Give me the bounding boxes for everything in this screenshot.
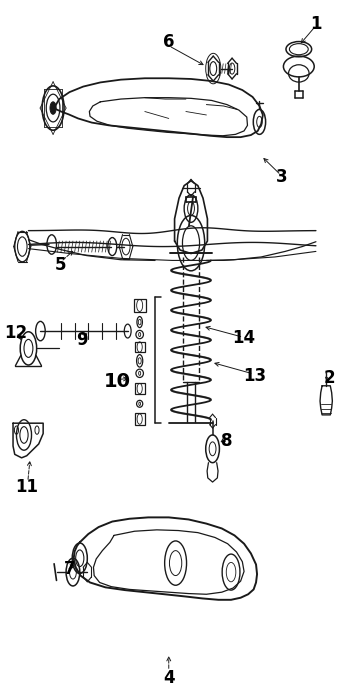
Text: 12: 12 [4, 324, 27, 342]
Text: 3: 3 [276, 169, 288, 186]
Text: 13: 13 [243, 367, 266, 385]
Text: 1: 1 [310, 15, 322, 33]
Text: 5: 5 [55, 256, 67, 274]
Text: 7: 7 [64, 559, 75, 577]
Bar [134, 299, 146, 312]
Bar [135, 414, 145, 425]
Bar [135, 342, 145, 352]
Text: 4: 4 [163, 669, 174, 687]
Text: 14: 14 [233, 329, 256, 347]
Text: 11: 11 [15, 478, 38, 496]
Circle shape [50, 102, 56, 115]
Bar [135, 383, 145, 394]
Text: 2: 2 [324, 369, 335, 387]
Text: 8: 8 [221, 432, 233, 450]
Text: 10: 10 [104, 372, 131, 391]
Text: 9: 9 [76, 331, 87, 349]
Text: 6: 6 [163, 33, 174, 51]
